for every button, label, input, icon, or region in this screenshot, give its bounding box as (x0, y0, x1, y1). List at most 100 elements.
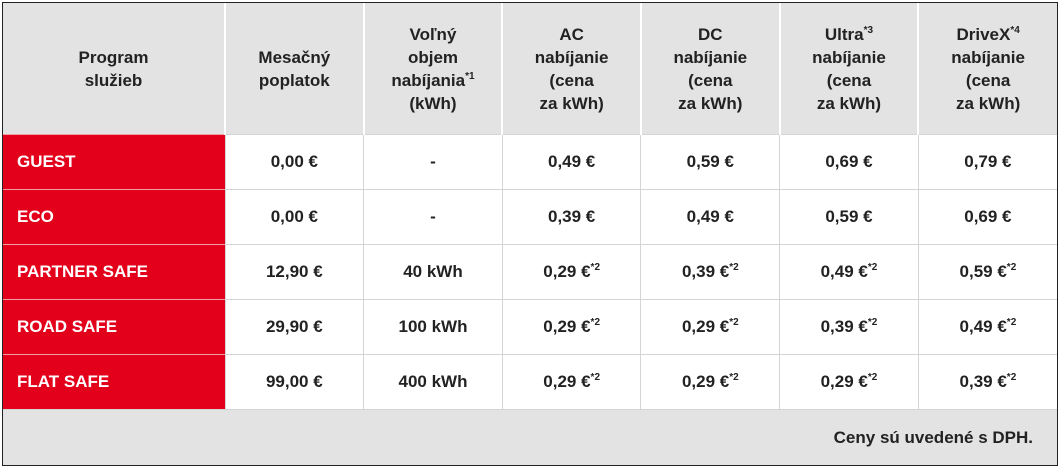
table-cell: 0,59 € (640, 134, 780, 190)
cell-text: 0,29 € (543, 262, 591, 281)
footnote-mark: *2 (590, 372, 600, 383)
header-row: Program služieb Mesačný poplatok Voľný objem n… (3, 3, 1057, 135)
table-cell: - (363, 134, 503, 190)
header-text: (kWh) (409, 93, 457, 113)
table-row: ECO 0,00 € - 0,39 € 0,49 € 0,59 € 0,69 € (3, 189, 1057, 245)
header-line: (cena (503, 69, 640, 92)
column-header: Program služieb (3, 3, 225, 135)
header-text: AC (559, 24, 584, 44)
header-line: služieb (3, 69, 224, 92)
cell-text: 0,49 € (548, 152, 596, 171)
table-row: ROAD SAFE 29,90 €100 kWh 0,29 €*2 0,29 €*2 0… (3, 299, 1057, 355)
header-line: za kWh) (503, 92, 640, 115)
cell-text: 400 kWh (398, 372, 468, 391)
footnote-mark: *2 (729, 372, 739, 383)
cell-text: FLAT SAFE (17, 372, 110, 391)
table-footer: Ceny sú uvedené s DPH. (3, 409, 1057, 465)
header-text: DC (698, 24, 723, 44)
table-cell: 0,39 €*2 (779, 299, 919, 355)
header-line: za kWh) (919, 92, 1057, 115)
table-cell: 99,00 € (224, 354, 364, 410)
table-cell: 29,90 € (224, 299, 364, 355)
header-text: (cena (549, 70, 594, 90)
table-cell: 0,59 €*2 (917, 244, 1057, 300)
header-text: (cena (826, 70, 872, 90)
cell-text: - (430, 152, 436, 171)
column-header: DC nabíjanie (cena za kWh) (639, 3, 780, 135)
header-line: Mesačný (226, 46, 363, 69)
table-cell: 12,90 € (224, 244, 364, 300)
header-text: za kWh) (956, 93, 1021, 113)
footnote-mark: *2 (1006, 262, 1017, 273)
header-line: Ultra*3 (781, 23, 918, 46)
table-cell: 0,29 €*2 (501, 299, 641, 355)
table-cell: 400 kWh (363, 354, 503, 410)
price-table: Program služieb Mesačný poplatok Voľný objem n… (3, 3, 1057, 465)
cell-text: ROAD SAFE (17, 317, 118, 336)
header-line: (cena (642, 69, 779, 92)
footer-row: Ceny sú uvedené s DPH. (3, 409, 1057, 465)
table-header: Program služieb Mesačný poplatok Voľný objem n… (3, 3, 1057, 135)
footnote-mark: *2 (1006, 317, 1017, 328)
footnote-mark: *2 (729, 317, 739, 328)
cell-text: 0,49 € (686, 207, 734, 226)
footnote-mark: *2 (867, 262, 878, 273)
table-cell: 0,39 €*2 (917, 354, 1057, 410)
table-cell: 0,29 €*2 (501, 244, 641, 300)
table-cell: 0,69 € (917, 189, 1057, 245)
header-text: služieb (84, 70, 143, 90)
footnote-mark: *2 (1006, 372, 1017, 383)
column-header: Voľný objem nabíjania*1 (kWh) (362, 3, 503, 135)
header-line: nabíjanie (919, 46, 1057, 69)
header-text: objem (407, 47, 459, 67)
table-cell: 0,79 € (917, 134, 1057, 190)
header-line: za kWh) (642, 92, 779, 115)
cell-text: 100 kWh (398, 317, 468, 336)
header-line: (cena (781, 69, 918, 92)
cell-text: 0,39 € (959, 372, 1007, 391)
cell-text: 0,49 € (820, 262, 868, 281)
table-cell: 0,00 € (224, 134, 364, 190)
header-line: DC (642, 23, 779, 46)
header-line: nabíjania*1 (365, 69, 502, 92)
table-cell: 0,49 € (640, 189, 780, 245)
column-header: Ultra*3 nabíjanie (cena za kWh) (778, 3, 919, 135)
header-line: (kWh) (365, 92, 502, 115)
table-cell: 0,29 €*2 (779, 354, 919, 410)
footer-note: Ceny sú uvedené s DPH. (3, 409, 1057, 465)
cell-text: 0,29 € (543, 317, 591, 336)
header-text: nabíjania (391, 70, 466, 90)
footnote-mark: *3 (863, 24, 874, 36)
table-row: PARTNER SAFE 12,90 €40 kWh 0,29 €*2 0,39 €*… (3, 244, 1057, 300)
table-cell: 100 kWh (363, 299, 503, 355)
cell-text: 29,90 € (265, 317, 323, 336)
header-line: Voľný (365, 23, 502, 46)
table-cell: 0,29 €*2 (640, 299, 780, 355)
footnote-mark: *2 (729, 262, 739, 273)
table-row: FLAT SAFE 99,00 €400 kWh 0,29 €*2 0,29 €*2 0… (3, 354, 1057, 410)
table-cell: 0,49 € (501, 134, 641, 190)
cell-text: 0,29 € (820, 372, 868, 391)
table-cell: 0,69 € (779, 134, 919, 190)
header-line: (cena (919, 69, 1057, 92)
table-cell: 0,49 €*2 (917, 299, 1057, 355)
cell-text: 0,59 € (959, 262, 1007, 281)
program-name: FLAT SAFE (3, 354, 225, 410)
header-text: nabíjanie (673, 47, 748, 67)
table-row: GUEST 0,00 € - 0,49 € 0,59 € 0,69 € 0,79 € (3, 134, 1057, 190)
cell-text: 0,39 € (548, 207, 596, 226)
cell-text: 0,29 € (681, 372, 730, 391)
cell-text: 0,59 € (825, 207, 873, 226)
header-line: Program (3, 46, 224, 69)
header-text: nabíjanie (951, 47, 1025, 67)
header-text: Mesačný (258, 47, 331, 67)
cell-text: 0,29 € (543, 372, 591, 391)
program-name: ROAD SAFE (3, 299, 225, 355)
table-cell: 0,59 € (779, 189, 919, 245)
header-text: nabíjanie (812, 47, 886, 67)
cell-text: 0,39 € (681, 262, 730, 281)
cell-text: 0,59 € (686, 152, 734, 171)
program-name: PARTNER SAFE (3, 244, 225, 300)
